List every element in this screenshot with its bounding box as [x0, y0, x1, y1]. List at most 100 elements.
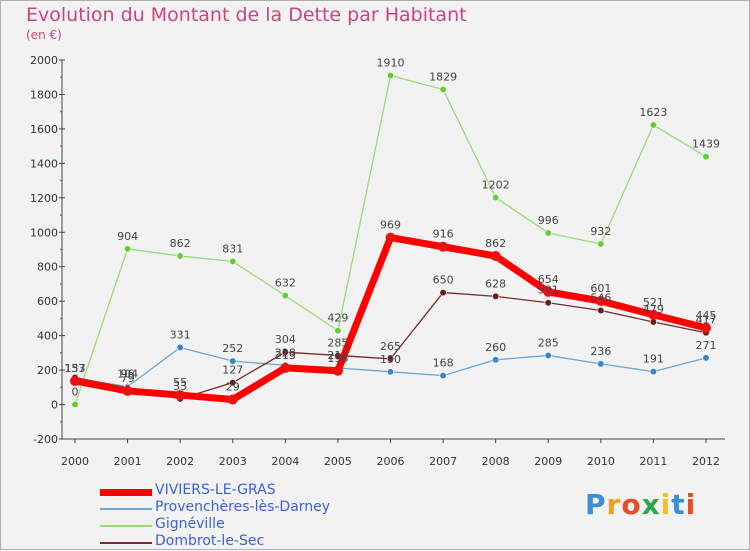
data-label: 153 — [65, 362, 86, 375]
data-label: 654 — [538, 273, 559, 286]
data-label: 521 — [643, 296, 664, 309]
data-label: 285 — [327, 336, 348, 349]
data-label: 236 — [590, 345, 611, 358]
logo-letter: x — [641, 488, 661, 521]
y-tick-label: 0 — [51, 399, 58, 412]
data-point — [492, 356, 500, 364]
y-tick-label: 1600 — [30, 123, 58, 136]
data-point — [175, 390, 186, 401]
x-tick-label: 2003 — [219, 455, 247, 468]
x-tick-label: 2007 — [429, 455, 457, 468]
data-label: 304 — [275, 333, 296, 346]
logo-letter: i — [685, 488, 697, 521]
data-point — [280, 362, 291, 373]
y-tick-label: 800 — [37, 261, 58, 274]
x-tick-label: 2008 — [482, 455, 510, 468]
legend-swatch — [100, 508, 152, 510]
x-tick-label: 2012 — [692, 455, 720, 468]
data-label: 331 — [170, 329, 191, 342]
logo-letter: i — [660, 488, 672, 521]
data-label: 628 — [485, 277, 506, 290]
data-label: 601 — [590, 282, 611, 295]
y-tick-label: 2000 — [30, 54, 58, 67]
data-point — [702, 354, 710, 362]
chart-subtitle: (en €) — [26, 28, 62, 42]
data-point — [544, 229, 552, 237]
data-label: 1910 — [377, 57, 405, 70]
logo-letter: o — [621, 488, 642, 521]
data-label: 96 — [121, 368, 135, 381]
data-point — [649, 368, 658, 376]
logo-letter: r — [606, 488, 622, 521]
data-point — [386, 71, 395, 80]
y-tick-label: 1800 — [30, 88, 58, 101]
data-point — [649, 121, 658, 129]
data-point — [439, 85, 447, 94]
data-point — [490, 251, 501, 262]
data-label: 831 — [222, 242, 243, 255]
y-tick-label: 1200 — [30, 192, 58, 205]
x-tick-label: 2001 — [114, 455, 142, 468]
data-point — [71, 400, 79, 409]
x-tick-label: 2009 — [534, 455, 562, 468]
data-point — [439, 372, 447, 380]
data-point — [544, 351, 552, 360]
data-label: 479 — [643, 303, 664, 316]
data-label: 445 — [696, 309, 717, 322]
data-point — [701, 322, 711, 333]
data-label: 1439 — [692, 138, 720, 151]
data-label: 862 — [485, 237, 506, 250]
data-point — [544, 299, 552, 307]
data-point — [176, 343, 184, 352]
data-label: 29 — [226, 381, 240, 394]
data-label: 33 — [173, 380, 187, 393]
data-point — [281, 348, 289, 356]
data-point — [438, 241, 449, 252]
data-label: 862 — [170, 237, 191, 250]
data-label: 196 — [327, 352, 348, 365]
legend-label: Gignéville — [155, 516, 225, 532]
legend-swatch — [100, 525, 152, 527]
data-point — [648, 309, 659, 320]
legend-label: Dombrot-le-Sec — [155, 533, 265, 549]
data-label: 417 — [696, 314, 717, 327]
y-tick-label: 1400 — [30, 157, 58, 170]
data-label: 228 — [275, 346, 296, 359]
data-label: 1623 — [639, 106, 667, 119]
data-point — [229, 257, 237, 265]
data-label: 650 — [433, 274, 454, 287]
data-label: 1829 — [429, 70, 457, 83]
legend-swatch — [100, 542, 152, 544]
data-point — [492, 193, 500, 202]
data-label: 632 — [275, 277, 296, 290]
data-label: 0 — [72, 386, 79, 399]
data-point — [597, 306, 605, 315]
data-label: 591 — [538, 284, 559, 297]
data-point — [597, 360, 605, 368]
data-label: 996 — [538, 214, 559, 227]
data-point — [386, 368, 395, 376]
y-tick-label: 200 — [37, 364, 58, 377]
data-label: 104 — [117, 368, 138, 381]
data-label: 137 — [65, 362, 86, 375]
data-label: 932 — [590, 225, 611, 238]
data-point — [281, 292, 289, 300]
data-point — [122, 385, 133, 396]
data-label: 260 — [485, 341, 506, 354]
data-label: 79 — [121, 372, 135, 385]
data-point — [386, 355, 395, 363]
data-label: 190 — [380, 353, 401, 366]
logo-letter: t — [671, 488, 686, 521]
data-point — [492, 292, 500, 300]
data-label: 285 — [538, 336, 559, 349]
data-point — [439, 288, 447, 297]
data-point — [176, 252, 184, 260]
data-point — [595, 296, 606, 307]
data-label: 157 — [65, 362, 86, 375]
data-point — [543, 286, 554, 297]
x-tick-label: 2006 — [377, 455, 405, 468]
data-label: 265 — [380, 340, 401, 353]
data-point — [332, 365, 343, 376]
data-point — [702, 153, 710, 161]
